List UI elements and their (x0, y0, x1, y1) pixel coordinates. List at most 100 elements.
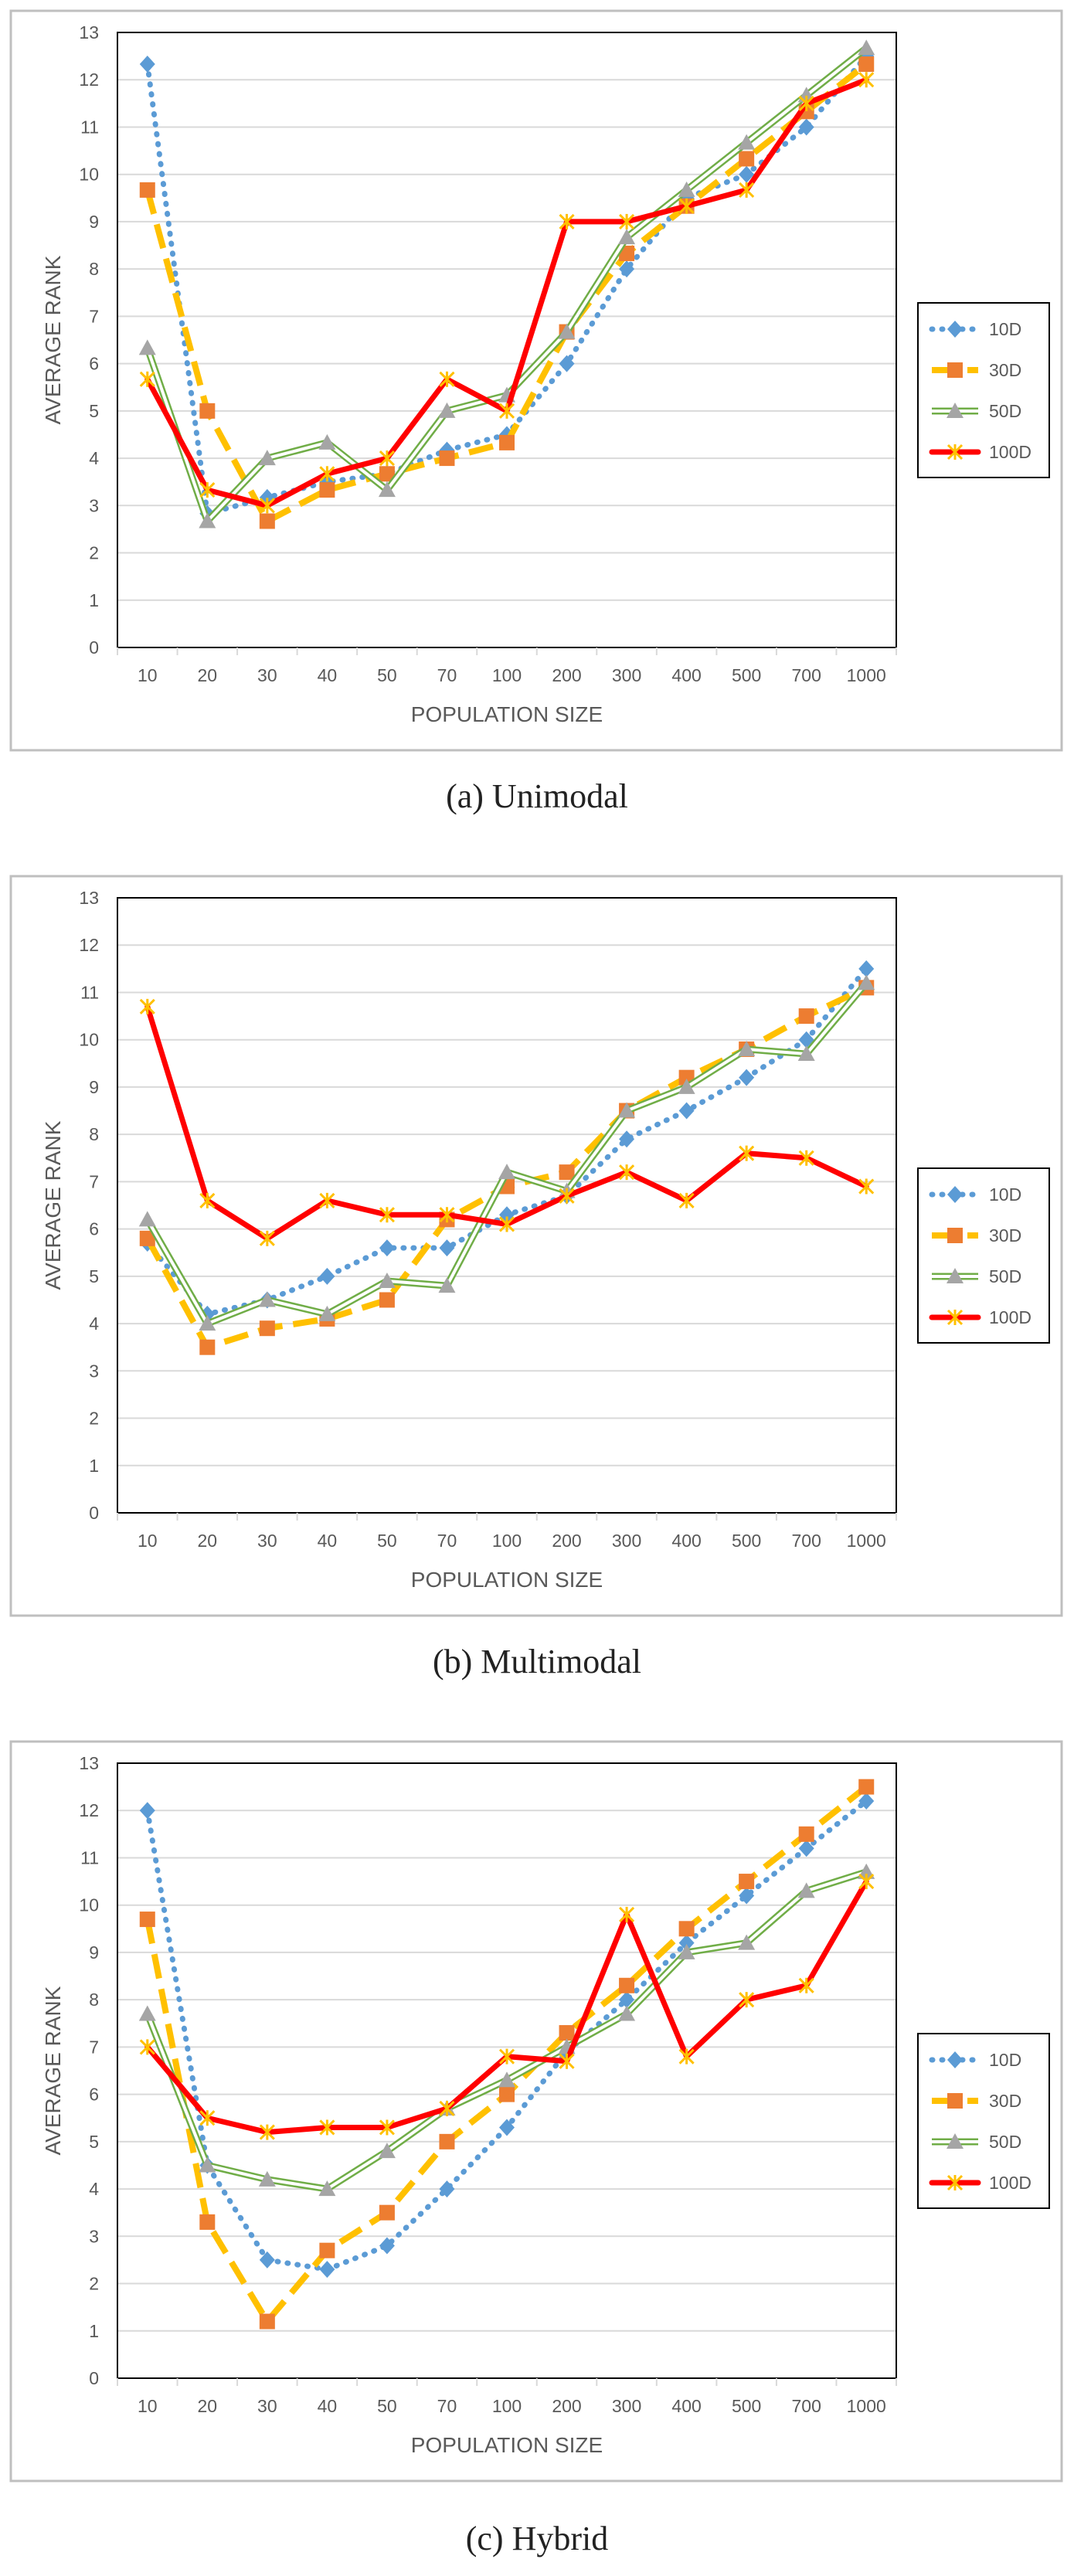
data-point-30D-200 (559, 1164, 575, 1181)
data-point-100D-1000 (858, 1178, 875, 1195)
legend-item-10D: 10D (929, 2050, 1021, 2070)
legend-box (917, 2033, 1050, 2209)
series-50D (138, 974, 875, 1331)
data-point-50D-400 (678, 1078, 695, 1094)
data-point-30D-400 (678, 1921, 695, 1937)
legend-item-10D: 10D (929, 1184, 1021, 1205)
legend-marker-10D (947, 1186, 963, 1203)
data-point-100D-200 (559, 1188, 575, 1204)
y-tick-label: 6 (89, 2085, 99, 2105)
x-tick-label: 30 (257, 2396, 277, 2416)
data-point-100D-20 (199, 482, 216, 498)
y-tick-label: 9 (89, 1077, 99, 1097)
data-point-30D-300 (619, 1977, 635, 1993)
y-tick-label: 12 (79, 70, 99, 90)
y-tick-label: 4 (89, 2179, 99, 2199)
data-point-50D-50 (378, 1272, 396, 1288)
legend-label-50D: 50D (989, 2132, 1021, 2152)
data-point-50D-300 (618, 229, 636, 245)
y-tick-label: 1 (89, 1456, 99, 1476)
y-tick-label: 7 (89, 306, 99, 326)
x-tick-label: 20 (198, 2396, 218, 2416)
legend-item-30D: 30D (932, 1225, 1021, 1246)
data-point-30D-10 (139, 1912, 155, 1928)
data-point-100D-500 (739, 182, 755, 198)
data-point-50D-500 (738, 1040, 756, 1056)
y-tick-label: 9 (89, 212, 99, 232)
y-tick-label: 10 (79, 165, 99, 185)
data-point-30D-700 (798, 1008, 814, 1025)
legend-label-50D: 50D (989, 401, 1021, 421)
caption-hybrid: (c) Hybrid (465, 2520, 609, 2557)
data-point-50D-300 (618, 2005, 636, 2021)
data-point-100D-30 (259, 498, 275, 514)
data-point-100D-300 (619, 1906, 635, 1922)
data-point-30D-10 (139, 182, 155, 198)
data-point-50D-40 (318, 1305, 336, 1321)
data-point-50D-50 (378, 481, 396, 498)
y-tick-label: 4 (89, 448, 99, 468)
y-tick-label: 0 (89, 637, 99, 658)
data-point-10D-40 (319, 2261, 335, 2279)
data-point-10D-70 (439, 2180, 455, 2198)
data-point-30D-500 (739, 1874, 755, 1890)
data-point-50D-10 (138, 1211, 156, 1227)
series-100D (139, 72, 875, 514)
data-point-50D-100 (498, 2071, 515, 2088)
data-point-10D-400 (678, 1102, 695, 1120)
data-point-100D-400 (678, 2048, 695, 2065)
plot-area-border (117, 32, 897, 648)
data-point-50D-500 (738, 134, 756, 150)
x-tick-label: 70 (437, 2396, 457, 2416)
data-point-30D-500 (739, 151, 755, 167)
data-point-30D-20 (199, 403, 216, 419)
caption-multimodal: (b) Multimodal (432, 1643, 642, 1681)
data-point-100D-400 (678, 1192, 695, 1208)
legend-box (917, 1167, 1050, 1344)
data-point-10D-500 (739, 165, 755, 183)
legend-box (917, 302, 1050, 478)
data-point-50D-1000 (858, 1863, 875, 1879)
data-point-100D-100 (498, 2048, 515, 2065)
x-tick-label: 10 (138, 665, 158, 685)
data-point-10D-10 (139, 1802, 155, 1820)
legend-item-50D: 50D (932, 401, 1021, 421)
data-point-50D-20 (199, 2156, 216, 2173)
data-point-100D-40 (319, 1192, 335, 1208)
data-point-30D-1000 (858, 56, 875, 73)
legend-marker-30D (947, 362, 963, 378)
data-point-100D-1000 (858, 72, 875, 88)
legend-marker-100D (947, 1309, 964, 1326)
legend-label-100D: 100D (989, 442, 1032, 462)
x-axis-label: POPULATION SIZE (411, 2433, 603, 2457)
y-tick-label: 2 (89, 1409, 99, 1429)
y-tick-label: 5 (89, 2132, 99, 2152)
y-tick-label: 8 (89, 1124, 99, 1144)
y-tick-label: 4 (89, 1313, 99, 1334)
y-tick-label: 13 (79, 1753, 99, 1773)
data-point-50D-400 (678, 1943, 695, 1959)
y-tick-label: 1 (89, 2321, 99, 2341)
y-tick-label: 12 (79, 935, 99, 955)
y-tick-label: 10 (79, 1895, 99, 1915)
data-point-10D-300 (619, 1130, 635, 1148)
data-point-50D-40 (318, 433, 336, 450)
legend-marker-100D (947, 443, 964, 460)
legend-item-50D: 50D (932, 1266, 1021, 1286)
legend-marker-100D (947, 2174, 964, 2191)
data-point-10D-50 (379, 1239, 395, 1257)
x-axis-label: POPULATION SIZE (411, 1568, 603, 1592)
series-10D (139, 1792, 875, 2279)
y-tick-label: 6 (89, 1219, 99, 1239)
x-tick-label: 300 (612, 1531, 641, 1551)
x-axis-label: POPULATION SIZE (411, 702, 603, 726)
x-tick-label: 50 (377, 1531, 397, 1551)
data-point-30D-100 (499, 2086, 515, 2102)
y-tick-label: 11 (80, 117, 99, 137)
x-tick-label: 700 (792, 2396, 821, 2416)
data-point-100D-20 (199, 2110, 216, 2126)
x-tick-label: 400 (671, 2396, 701, 2416)
series-30D (139, 1779, 875, 2330)
data-point-100D-20 (199, 1192, 216, 1208)
